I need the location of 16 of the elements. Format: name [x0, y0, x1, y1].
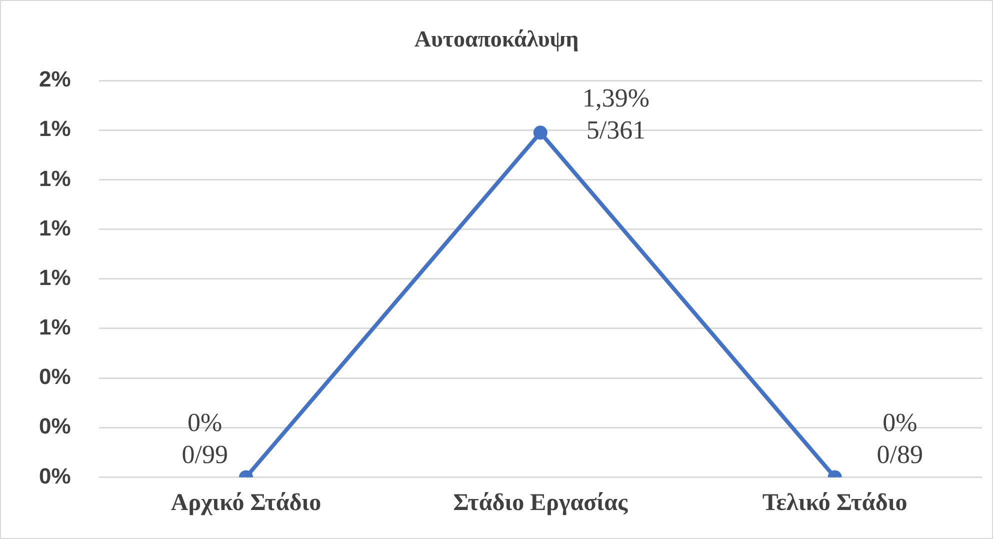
data-label: 0% 0/99: [182, 408, 228, 470]
x-tick-label: Στάδιο Εργασίας: [453, 490, 628, 516]
x-tick-label: Τελικό Στάδιο: [762, 490, 908, 516]
chart-title: Αυτοαποκάλυψη: [414, 26, 579, 52]
y-tick-label: 1%: [39, 166, 71, 191]
y-tick-label: 0%: [39, 414, 71, 439]
x-tick-label: Αρχικό Στάδιο: [170, 490, 322, 516]
y-tick-label: 1%: [39, 215, 71, 240]
y-tick-label: 1%: [39, 264, 71, 290]
y-tick-label: 0%: [39, 364, 71, 390]
data-label: 1,39% 5/361: [582, 84, 650, 145]
y-tick-label: 1%: [39, 314, 71, 340]
y-tick-label: 0%: [39, 463, 71, 488]
y-tick-label: 2%: [39, 66, 71, 92]
y-tick-label: 1%: [39, 116, 71, 142]
data-label: 0% 0/89: [876, 408, 924, 470]
